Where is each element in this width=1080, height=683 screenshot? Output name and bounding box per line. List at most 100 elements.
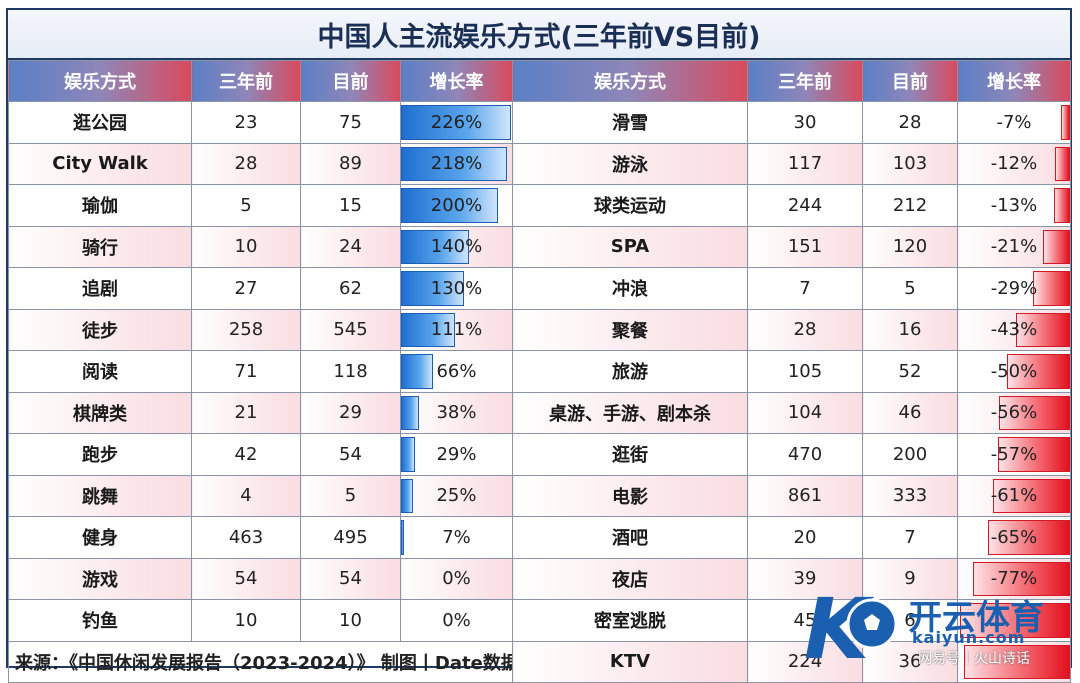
growth-value: -43% [990, 319, 1038, 341]
table-row: City Walk 28 89 218% 游泳 117 103 -12% [8, 142, 1071, 185]
right-now: 212 [862, 184, 958, 227]
growth-bar-negative [1006, 354, 1070, 389]
left-name: 逛公园 [8, 101, 192, 144]
left-now: 54 [300, 557, 401, 600]
growth-bar-negative [999, 395, 1070, 430]
left-before: 5 [191, 184, 301, 227]
right-growth: -77% [957, 557, 1071, 600]
right-name: 冲浪 [512, 267, 748, 310]
growth-value: -13% [990, 194, 1038, 216]
left-now: 54 [300, 433, 401, 476]
table-row: 棋牌类 21 29 38% 桌游、手游、剧本杀 104 46 -56% [8, 391, 1071, 434]
table-row: 钓鱼 10 10 0% 密室逃脱 45 6 [8, 599, 1071, 642]
growth-value: -21% [990, 236, 1038, 258]
right-before: 7 [747, 267, 863, 310]
growth-value: 218% [430, 153, 483, 175]
right-before: 861 [747, 474, 863, 517]
right-name: 逛街 [512, 433, 748, 476]
right-now: 46 [862, 391, 958, 434]
table-frame: 中国人主流娱乐方式(三年前VS目前) 娱乐方式 三年前 目前 增长率 娱乐方式 … [6, 8, 1072, 683]
left-name: 钓鱼 [8, 599, 192, 642]
growth-value: 29% [436, 443, 477, 465]
growth-bar-negative [992, 478, 1070, 513]
right-growth: -21% [957, 225, 1071, 268]
left-now: 62 [300, 267, 401, 310]
right-before: 45 [747, 599, 863, 642]
left-growth: 66% [400, 350, 513, 393]
growth-value: 140% [430, 236, 483, 258]
right-name: 密室逃脱 [512, 599, 748, 642]
left-growth: 111% [400, 308, 513, 351]
growth-value: -7% [996, 111, 1032, 133]
right-name: 夜店 [512, 557, 748, 600]
right-name: 桌游、手游、剧本杀 [512, 391, 748, 434]
growth-value: -77% [990, 568, 1038, 590]
left-before: 71 [191, 350, 301, 393]
left-name: 健身 [8, 516, 192, 559]
growth-value: -56% [990, 402, 1038, 424]
right-growth: -12% [957, 142, 1071, 185]
right-now: 200 [862, 433, 958, 476]
growth-bar-positive [401, 354, 434, 389]
left-growth: 218% [400, 142, 513, 185]
right-growth: -56% [957, 391, 1071, 434]
left-growth: 7% [400, 516, 513, 559]
growth-value: 130% [430, 277, 483, 299]
table-row: 健身 463 495 7% 酒吧 20 7 -65% [8, 516, 1071, 559]
growth-bar-negative [972, 561, 1070, 596]
growth-value: 38% [436, 402, 477, 424]
right-before: 151 [747, 225, 863, 268]
left-before: 4 [191, 474, 301, 517]
left-before: 27 [191, 267, 301, 310]
right-before: 20 [747, 516, 863, 559]
growth-bar-negative [963, 644, 1070, 679]
left-growth: 226% [400, 101, 513, 144]
source-note: 来源：《中国休闲发展报告（2023-2024）》 制图丨Date数据派 [8, 640, 513, 683]
right-now: 36 [862, 640, 958, 683]
right-before: 39 [747, 557, 863, 600]
right-now: 5 [862, 267, 958, 310]
growth-bar-negative [1033, 271, 1070, 306]
right-before: 470 [747, 433, 863, 476]
page-title: 中国人主流娱乐方式(三年前VS目前) [8, 10, 1070, 60]
growth-value: -12% [990, 153, 1038, 175]
header-right-growth: 增长率 [957, 60, 1071, 102]
right-name: 电影 [512, 474, 748, 517]
right-before: 30 [747, 101, 863, 144]
left-growth: 140% [400, 225, 513, 268]
left-before: 23 [191, 101, 301, 144]
right-before: 28 [747, 308, 863, 351]
left-now: 89 [300, 142, 401, 185]
header-left-now: 目前 [300, 60, 401, 102]
left-now: 545 [300, 308, 401, 351]
growth-bar-negative [1043, 229, 1070, 264]
left-growth: 38% [400, 391, 513, 434]
growth-bar-negative [1053, 188, 1070, 223]
left-now: 15 [300, 184, 401, 227]
growth-value: -50% [990, 360, 1038, 382]
growth-bar-negative [1015, 312, 1070, 347]
right-now: 9 [862, 557, 958, 600]
left-growth: 29% [400, 433, 513, 476]
right-growth: -43% [957, 308, 1071, 351]
left-before: 10 [191, 599, 301, 642]
growth-value: 7% [442, 526, 471, 548]
table-row: 徒步 258 545 111% 聚餐 28 16 -43% [8, 308, 1071, 351]
table-row: 跑步 42 54 29% 逛街 470 200 -57% [8, 433, 1071, 476]
right-growth: -29% [957, 267, 1071, 310]
right-name: 滑雪 [512, 101, 748, 144]
header-right-name: 娱乐方式 [512, 60, 748, 102]
left-name: 瑜伽 [8, 184, 192, 227]
right-name: 球类运动 [512, 184, 748, 227]
left-now: 495 [300, 516, 401, 559]
right-growth: -13% [957, 184, 1071, 227]
left-now: 118 [300, 350, 401, 393]
growth-value: 0% [442, 568, 471, 590]
growth-bar-positive [401, 271, 465, 306]
right-now: 7 [862, 516, 958, 559]
left-now: 5 [300, 474, 401, 517]
right-now: 52 [862, 350, 958, 393]
growth-bar-negative [1061, 105, 1070, 140]
growth-value: 200% [430, 194, 483, 216]
right-before: 224 [747, 640, 863, 683]
